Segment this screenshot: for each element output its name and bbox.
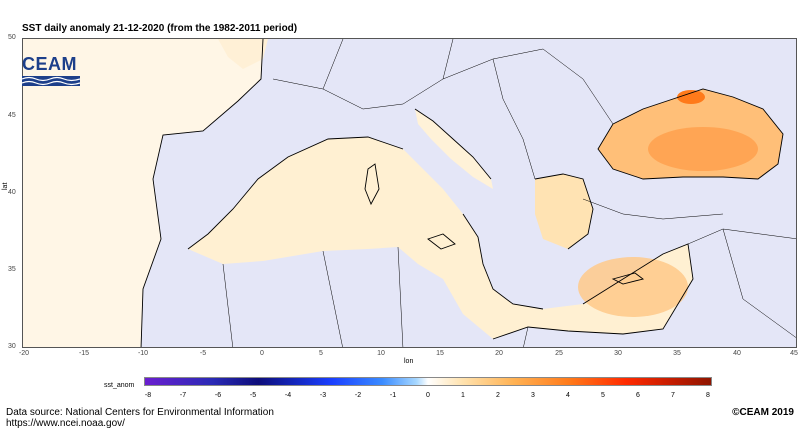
colorbar-tick: 8 <box>706 392 710 399</box>
colorbar-tick: 7 <box>671 392 675 399</box>
x-tick: 15 <box>436 350 444 357</box>
x-tick: -5 <box>199 350 207 357</box>
colorbar-tick: 4 <box>566 392 570 399</box>
levantine-warm-patch <box>578 257 688 317</box>
colorbar-tick: -5 <box>249 392 257 399</box>
y-tick: 40 <box>8 189 16 196</box>
colorbar-tick: -4 <box>284 392 292 399</box>
x-tick: 10 <box>377 350 385 357</box>
data-source-line: Data source: National Centers for Enviro… <box>6 407 274 418</box>
adriatic-sea <box>415 109 493 189</box>
x-tick: -20 <box>18 350 30 357</box>
colorbar-tick: -6 <box>214 392 222 399</box>
colorbar-tick: 5 <box>601 392 605 399</box>
y-tick: 30 <box>8 343 16 350</box>
ceam-logo: CEAM <box>22 54 77 74</box>
x-tick: 35 <box>673 350 681 357</box>
colorbar-tick: -1 <box>389 392 397 399</box>
colorbar-tick: -3 <box>319 392 327 399</box>
map-title: SST daily anomaly 21-12-2020 (from the 1… <box>22 23 298 34</box>
colorbar-tick: -2 <box>354 392 362 399</box>
x-tick: 25 <box>555 350 563 357</box>
y-axis-title: lat <box>2 182 9 190</box>
black-sea-warm-core <box>648 127 758 171</box>
y-tick: 45 <box>8 112 16 119</box>
y-tick: 50 <box>8 34 16 41</box>
sst-map[interactable] <box>22 38 797 348</box>
colorbar-tick: 0 <box>426 392 430 399</box>
data-source-url[interactable]: https://www.ncei.noaa.gov/ <box>6 418 125 429</box>
colorbar-tick: 2 <box>496 392 500 399</box>
colorbar-tick: 1 <box>461 392 465 399</box>
azov-warm <box>677 90 705 104</box>
x-tick: 0 <box>260 350 264 357</box>
data-source: Data source: National Centers for Enviro… <box>6 407 274 429</box>
colorbar-tick: 6 <box>636 392 640 399</box>
x-tick: -15 <box>78 350 90 357</box>
colorbar-tick: 3 <box>531 392 535 399</box>
map-canvas <box>23 39 796 347</box>
y-tick: 35 <box>8 266 16 273</box>
bay-sea <box>218 39 268 69</box>
country-borders <box>222 39 796 347</box>
x-tick: 30 <box>614 350 622 357</box>
colorbar-tick: -8 <box>144 392 152 399</box>
x-tick: -10 <box>137 350 149 357</box>
coastlines <box>140 39 784 347</box>
colorbar-tick: -7 <box>179 392 187 399</box>
x-tick: 45 <box>790 350 798 357</box>
ceam-logo-waves <box>22 76 80 86</box>
colorbar-label: sst_anom <box>104 382 135 389</box>
x-tick: 5 <box>319 350 323 357</box>
x-tick: 20 <box>495 350 503 357</box>
aegean-sea <box>535 174 593 249</box>
x-tick: 40 <box>733 350 741 357</box>
copyright: ©CEAM 2019 <box>732 407 794 418</box>
x-axis-title: lon <box>404 358 414 365</box>
mediterranean-west <box>188 137 693 339</box>
colorbar <box>144 377 712 386</box>
atlantic-sea <box>23 39 263 347</box>
